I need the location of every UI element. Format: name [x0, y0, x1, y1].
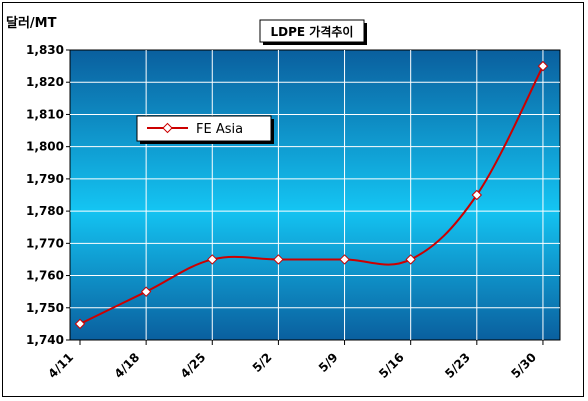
x-tick-label: 4/11 — [45, 350, 76, 381]
chart-title: LDPE 가격추이 — [271, 24, 354, 39]
x-tick-label: 4/18 — [112, 350, 143, 381]
data-point-marker — [273, 254, 284, 265]
legend: FE Asia — [136, 115, 274, 144]
data-point-marker — [405, 254, 416, 265]
gridlines — [66, 49, 560, 345]
data-point-marker — [471, 189, 483, 201]
x-tick-label: 5/16 — [376, 350, 407, 381]
data-point-marker — [339, 254, 350, 265]
y-tick-label: 1,790 — [26, 172, 64, 186]
y-tick-label: 1,820 — [26, 75, 64, 89]
legend-marker — [162, 122, 173, 134]
y-tick-label: 1,770 — [26, 236, 64, 250]
y-tick-label: 1,780 — [26, 204, 64, 218]
y-tick-label: 1,830 — [26, 43, 64, 57]
y-tick-label: 1,810 — [26, 107, 64, 121]
y-tick-label: 1,760 — [26, 269, 64, 283]
y-axis-label: 달러/MT — [6, 15, 57, 31]
x-axis-ticks: 4/11 4/18 4/25 5/2 5/9 5/16 5/23 5/30 — [45, 350, 539, 381]
y-tick-label: 1,750 — [26, 301, 64, 315]
y-axis-ticks: 1,740 1,750 1,760 1,770 1,780 1,790 1,800 1,810… — [26, 43, 64, 347]
x-tick-label: 5/23 — [442, 350, 473, 381]
data-point-marker — [140, 286, 152, 297]
chart-title-box: LDPE 가격추이 — [259, 19, 367, 45]
legend-label: FE Asia — [196, 122, 243, 137]
series-group — [74, 60, 549, 330]
data-point-marker — [537, 60, 549, 72]
plot-area — [69, 49, 561, 341]
x-tick-label: 5/9 — [316, 350, 341, 375]
x-tick-label: 4/25 — [178, 350, 209, 381]
x-tick-label: 5/2 — [250, 350, 275, 375]
y-tick-label: 1,740 — [26, 333, 64, 347]
y-tick-label: 1,800 — [26, 140, 64, 154]
x-tick-label: 5/30 — [508, 350, 539, 381]
data-point-marker — [207, 254, 218, 265]
data-point-marker — [74, 318, 86, 330]
